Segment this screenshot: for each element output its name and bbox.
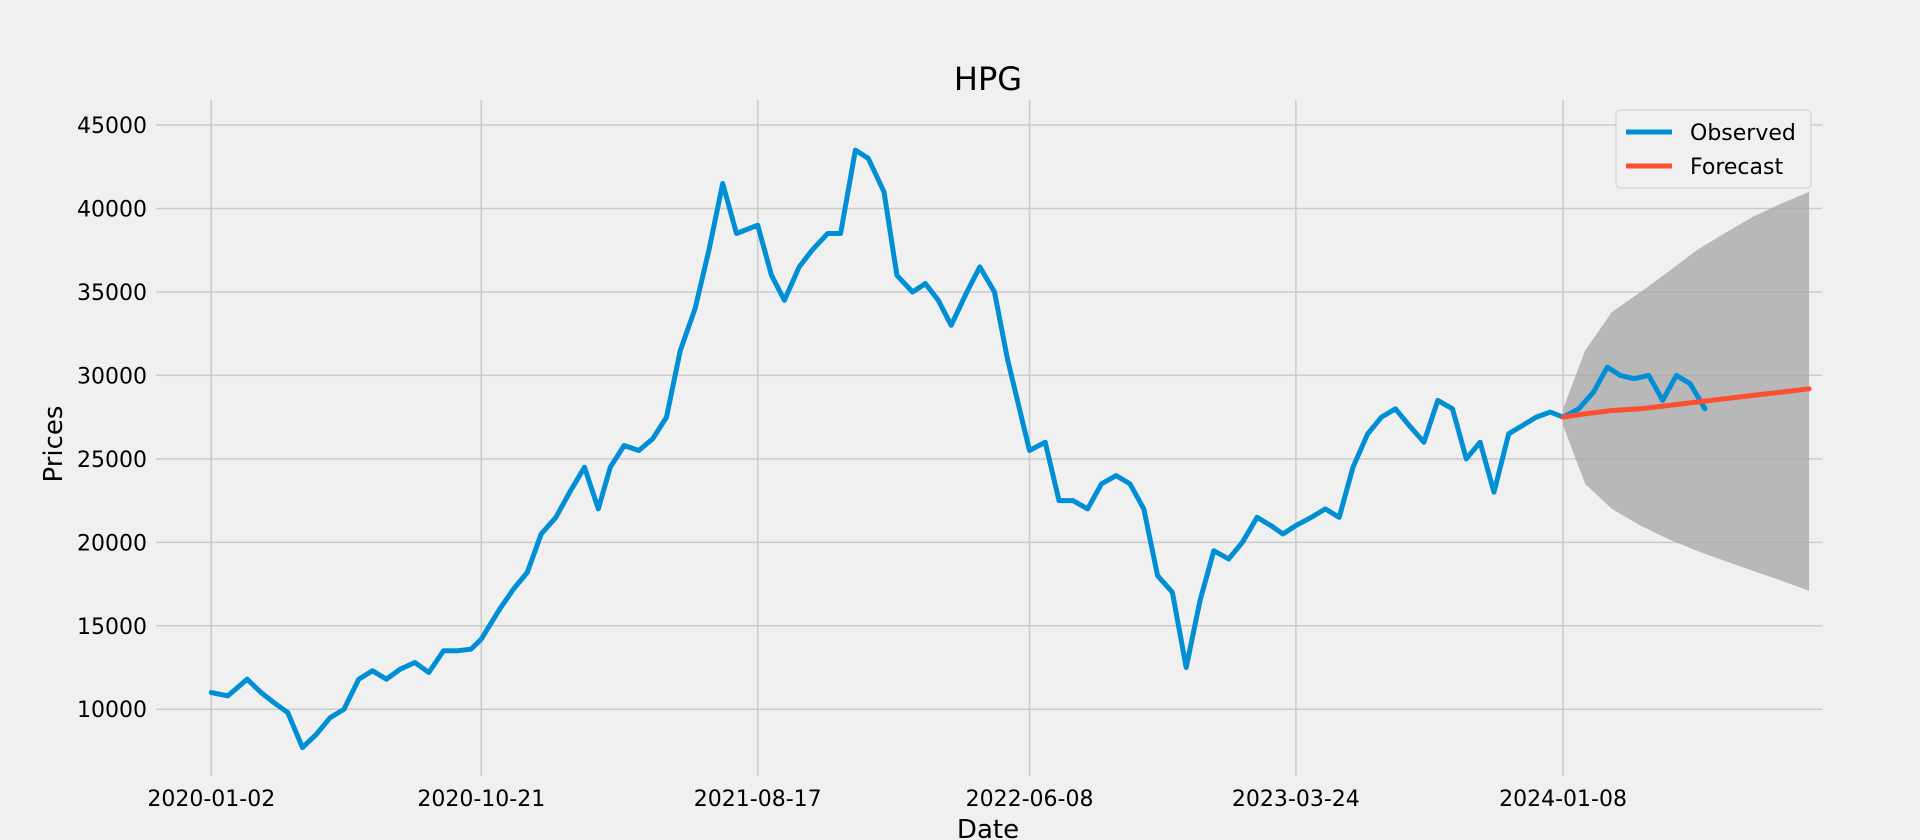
series-line-observed <box>208 147 1708 751</box>
y-tick-label: 10000 <box>77 698 147 723</box>
x-tick-label: 2021-08-17 <box>694 787 822 812</box>
y-axis-title: Prices <box>39 406 69 483</box>
y-tick-label: 30000 <box>77 364 147 389</box>
y-tick-label: 40000 <box>77 197 147 222</box>
legend-label-forecast: Forecast <box>1690 155 1783 180</box>
chart-title: HPG <box>954 60 1022 98</box>
confidence-band <box>1563 191 1810 591</box>
y-tick-label: 20000 <box>77 531 147 556</box>
y-tick-label: 25000 <box>77 448 147 473</box>
y-tick-label: 15000 <box>77 615 147 640</box>
x-tick-label: 2020-01-02 <box>147 787 275 812</box>
x-tick-label: 2022-06-08 <box>966 787 1094 812</box>
y-tick-label: 45000 <box>77 114 147 139</box>
confidence-band-layer <box>1563 191 1810 591</box>
x-tick-label: 2024-01-08 <box>1499 787 1627 812</box>
x-tick-label: 2020-10-21 <box>417 787 545 812</box>
legend: Observed Forecast <box>1615 109 1812 189</box>
x-tick-label: 2023-03-24 <box>1232 787 1360 812</box>
series-layer <box>208 147 1812 751</box>
y-tick-label: 35000 <box>77 281 147 306</box>
tick-label-layer: 10000 15000 20000 25000 30000 35000 40000 45000… <box>77 114 1627 812</box>
legend-label-observed: Observed <box>1690 121 1796 146</box>
x-axis-title: Date <box>957 815 1019 840</box>
grid-layer <box>156 100 1822 776</box>
series-line-forecast <box>1560 386 1812 420</box>
